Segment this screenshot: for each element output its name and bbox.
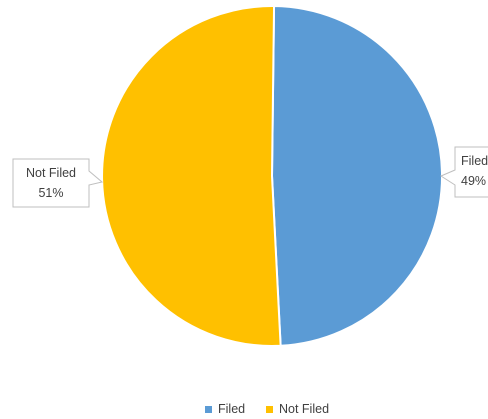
callout-box-not-filed <box>12 158 104 208</box>
pie-slices <box>101 4 444 347</box>
legend-swatch-not-filed <box>266 406 273 413</box>
legend: Filed Not Filed <box>205 402 329 416</box>
callout-filed: Filed 49% <box>439 146 488 198</box>
legend-label-not-filed: Not Filed <box>279 402 329 416</box>
callout-box-filed <box>439 146 488 198</box>
legend-label-filed: Filed <box>218 402 245 416</box>
callout-label-not-filed: Not Filed <box>26 166 76 180</box>
pie-slice-filed <box>270 4 444 347</box>
callout-label-filed: Filed <box>461 154 488 168</box>
pie-slice-not-filed <box>101 5 282 347</box>
callout-value-filed: 49% <box>461 174 486 188</box>
callout-value-not-filed: 51% <box>38 186 63 200</box>
legend-swatch-filed <box>205 406 212 413</box>
callout-not-filed: Not Filed 51% <box>12 158 104 208</box>
